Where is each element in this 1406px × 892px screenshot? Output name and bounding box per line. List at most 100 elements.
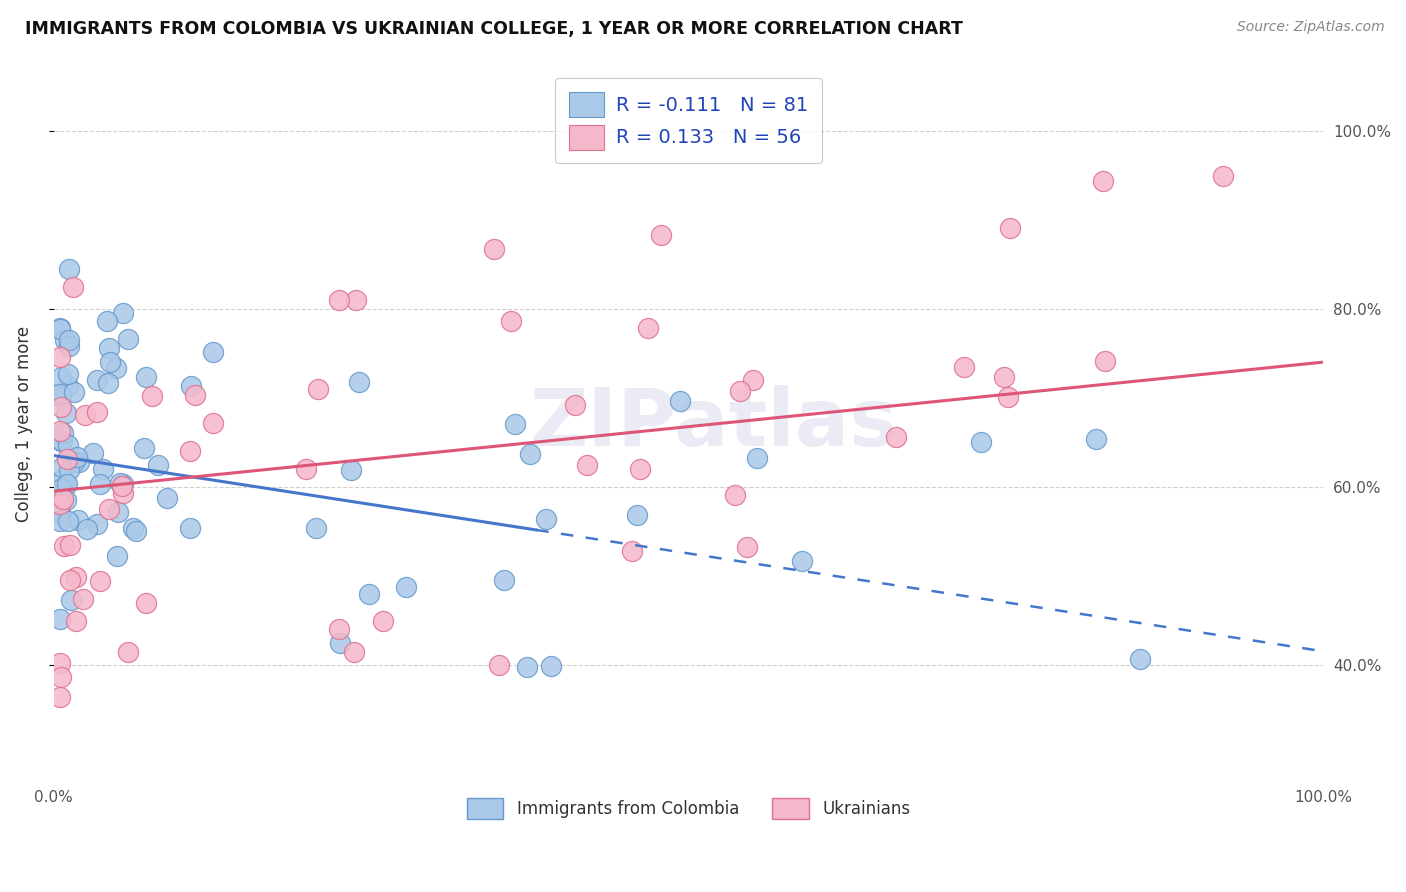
Point [328,293,350,307]
Point [51,460,73,475]
Point [49,369,72,384]
Text: Source: ZipAtlas.com: Source: ZipAtlas.com [1237,20,1385,34]
Point [637,321,659,335]
Point [519,447,541,461]
Legend: Immigrants from Colombia, Ukrainians: Immigrants from Colombia, Ukrainians [460,792,917,825]
Point [724,488,747,502]
Point [56,367,79,381]
Point [66,513,89,527]
Point [359,586,381,600]
Y-axis label: College, 1 year or more: College, 1 year or more [15,326,32,523]
Point [52,539,75,553]
Point [146,458,169,473]
Point [295,461,318,475]
Point [63,385,86,400]
Point [98,342,121,356]
Point [329,635,352,649]
Point [305,521,328,535]
Point [97,376,120,391]
Point [49,492,72,507]
Point [110,475,132,490]
Point [56,438,79,452]
Point [49,483,72,497]
Point [970,435,993,450]
Point [49,485,72,500]
Point [107,505,129,519]
Point [735,540,758,554]
Point [340,463,363,477]
Point [112,306,135,320]
Point [93,462,115,476]
Point [62,455,84,469]
Point [125,524,148,539]
Point [344,293,367,307]
Point [60,592,83,607]
Point [179,444,201,458]
Point [202,416,225,430]
Point [52,491,75,506]
Point [105,361,128,376]
Point [49,690,72,705]
Point [53,333,76,347]
Point [52,425,75,440]
Point [307,383,329,397]
Point [51,401,73,415]
Point [121,521,143,535]
Point [669,394,692,409]
Point [56,452,79,467]
Point [201,344,224,359]
Point [183,388,205,402]
Point [55,406,77,420]
Point [52,473,75,487]
Point [626,508,648,523]
Point [1212,169,1234,183]
Point [494,573,516,587]
Point [49,321,72,335]
Point [98,355,121,369]
Point [49,506,72,520]
Point [179,521,201,535]
Point [73,408,96,422]
Point [86,516,108,531]
Point [49,514,72,528]
Point [49,434,72,448]
Point [997,390,1019,404]
Point [117,332,139,346]
Point [86,373,108,387]
Point [59,538,82,552]
Point [49,670,72,684]
Point [328,622,350,636]
Point [51,434,73,448]
Point [49,498,72,512]
Point [135,370,157,384]
Point [97,501,120,516]
Point [728,384,751,399]
Point [1092,174,1115,188]
Point [1129,652,1152,666]
Point [745,450,768,465]
Point [564,398,586,412]
Point [49,322,72,336]
Point [72,592,94,607]
Point [49,656,72,670]
Point [58,262,80,277]
Point [534,511,557,525]
Point [82,446,104,460]
Text: IMMIGRANTS FROM COLOMBIA VS UKRAINIAN COLLEGE, 1 YEAR OR MORE CORRELATION CHART: IMMIGRANTS FROM COLOMBIA VS UKRAINIAN CO… [25,20,963,37]
Point [884,430,907,444]
Point [66,450,89,464]
Point [67,455,90,469]
Point [59,573,82,587]
Point [347,375,370,389]
Point [1085,433,1108,447]
Point [540,658,562,673]
Point [117,645,139,659]
Point [132,441,155,455]
Point [953,359,976,374]
Point [58,463,80,477]
Point [105,549,128,564]
Point [141,389,163,403]
Point [1094,354,1116,368]
Point [135,596,157,610]
Point [56,379,79,393]
